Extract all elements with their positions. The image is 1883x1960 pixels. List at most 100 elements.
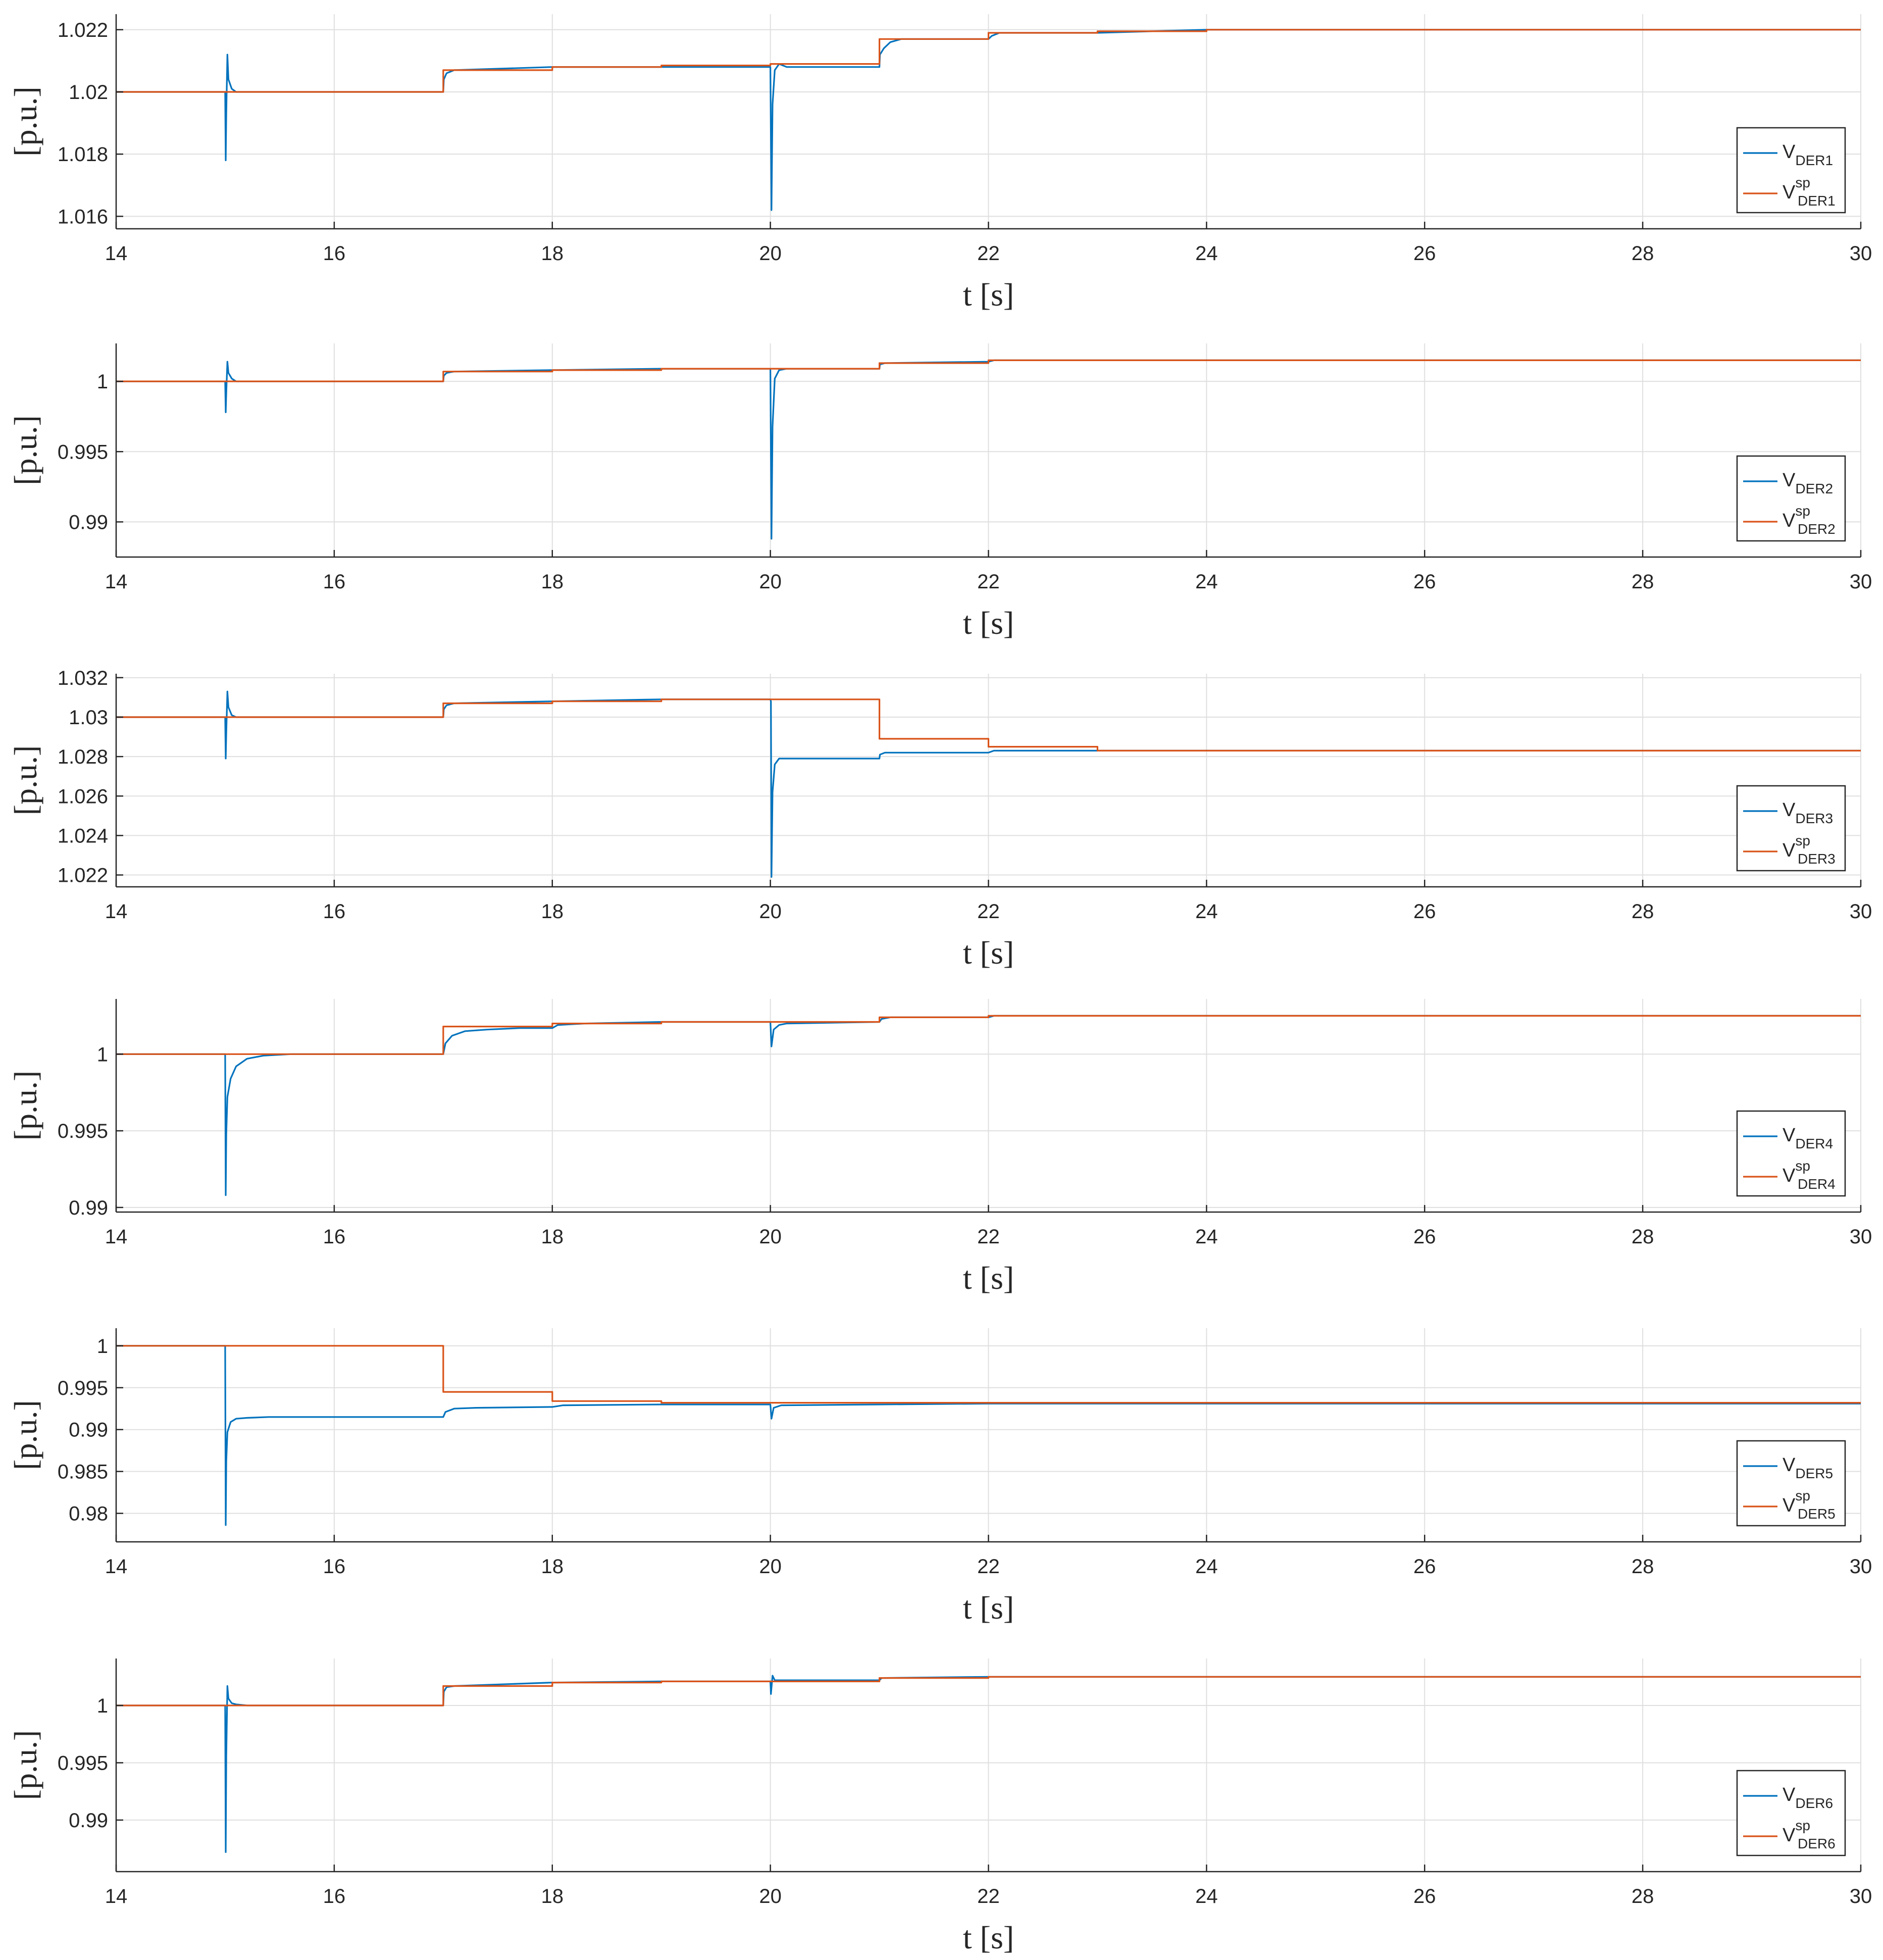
legend-label: VDER1 [1783, 141, 1833, 168]
y-tick-label: 0.99 [69, 1810, 108, 1832]
legend: VDER5 Vsp DER5 [1736, 1440, 1846, 1527]
legend-label-subscript: DER6 [1798, 1836, 1836, 1851]
legend-label-base: V [1783, 799, 1796, 821]
x-axis-title: t [s] [963, 277, 1014, 313]
x-tick-label: 16 [323, 571, 346, 593]
x-tick-label: 28 [1632, 900, 1654, 923]
x-tick-label: 18 [541, 571, 564, 593]
grid [116, 14, 1861, 229]
series-line-setpoint [116, 29, 1861, 93]
legend-label-base: V [1783, 510, 1796, 531]
y-tick-label: 0.99 [69, 511, 108, 533]
x-tick-label: 14 [105, 1226, 128, 1248]
legend-label-base: V [1783, 1825, 1796, 1846]
legend-label-superscript: sp [1795, 1488, 1810, 1503]
x-tick-label: 24 [1195, 900, 1218, 923]
x-tick-label: 18 [541, 1555, 564, 1578]
x-tick-label: 20 [759, 1885, 782, 1907]
x-tick-label: 20 [759, 571, 782, 593]
chart-panel-6: 14 16 18 20 22 24 26 28 30 0.99 0.995 1 t [s] [p.u.] V… [8, 1659, 1872, 1955]
x-tick-label: 28 [1632, 1226, 1654, 1248]
x-axis-title: t [s] [963, 1590, 1014, 1626]
y-tick-label: 1 [97, 371, 108, 393]
legend-label: Vsp DER1 [1783, 175, 1836, 209]
x-tick-label: 20 [759, 900, 782, 923]
y-tick-label: 0.995 [58, 1120, 108, 1142]
y-axis-title: [p.u.] [8, 415, 43, 485]
x-tick-label: 26 [1413, 571, 1436, 593]
legend-label: VDER5 [1783, 1454, 1833, 1481]
x-tick-label: 24 [1195, 571, 1218, 593]
legend-label-subscript: DER2 [1795, 481, 1833, 496]
x-tick-label: 20 [759, 1555, 782, 1578]
legend-label-subscript: DER3 [1798, 851, 1836, 867]
x-tick-label: 22 [977, 1226, 1000, 1248]
x-axis-title: t [s] [963, 935, 1014, 971]
y-tick-label: 0.99 [69, 1197, 108, 1219]
x-tick-label: 26 [1413, 1555, 1436, 1578]
legend-label-base: V [1783, 1784, 1796, 1805]
legend-label-subscript: DER5 [1795, 1466, 1833, 1481]
x-tick-label: 14 [105, 1885, 128, 1907]
x-tick-label: 30 [1850, 1226, 1872, 1248]
chart-panel-1: 14 16 18 20 22 24 26 28 30 1.016 1.018 1.02 1.022 t [… [8, 14, 1872, 313]
x-tick-label: 28 [1632, 571, 1654, 593]
x-tick-label: 16 [323, 1555, 346, 1578]
y-tick-label: 1.024 [58, 825, 108, 847]
series-line-setpoint [116, 1676, 1861, 1706]
legend-label: VDER2 [1783, 470, 1833, 496]
x-tick-label: 16 [323, 1226, 346, 1248]
y-tick-label: 1.016 [58, 206, 108, 228]
legend-label: Vsp DER6 [1783, 1818, 1836, 1851]
x-tick-label: 30 [1850, 1555, 1872, 1578]
legend-label-subscript: DER3 [1795, 811, 1833, 826]
x-tick-label: 20 [759, 1226, 782, 1248]
x-tick-label: 16 [323, 1885, 346, 1907]
y-tick-label: 1.02 [69, 81, 108, 104]
legend-label-subscript: DER1 [1795, 153, 1833, 168]
legend-label: Vsp DER4 [1783, 1158, 1836, 1192]
x-tick-label: 22 [977, 1885, 1000, 1907]
legend-label-subscript: DER1 [1798, 193, 1836, 209]
x-tick-label: 26 [1413, 1226, 1436, 1248]
y-tick-label: 0.99 [69, 1419, 108, 1441]
x-tick-label: 14 [105, 900, 128, 923]
x-axis-title: t [s] [963, 605, 1014, 641]
series-line-measured [116, 1345, 1861, 1526]
legend-label-superscript: sp [1795, 503, 1810, 519]
x-tick-label: 22 [977, 571, 1000, 593]
y-tick-label: 0.995 [58, 1377, 108, 1399]
legend-label-base: V [1783, 840, 1796, 861]
legend-label-base: V [1783, 470, 1796, 491]
y-tick-label: 0.98 [69, 1503, 108, 1525]
y-tick-label: 1.028 [58, 746, 108, 768]
x-axis-title: t [s] [963, 1260, 1014, 1296]
series-line-setpoint [116, 1015, 1861, 1055]
x-tick-label: 18 [541, 1226, 564, 1248]
legend-label: Vsp DER3 [1783, 833, 1836, 867]
legend-label-superscript: sp [1795, 175, 1810, 190]
legend-label-base: V [1783, 1165, 1796, 1186]
x-tick-label: 30 [1850, 900, 1872, 923]
y-tick-label: 1.026 [58, 785, 108, 808]
y-tick-label: 1 [97, 1695, 108, 1717]
x-tick-label: 22 [977, 1555, 1000, 1578]
y-tick-label: 1.03 [69, 707, 108, 729]
legend-label-superscript: sp [1795, 1158, 1810, 1174]
series-line-setpoint [116, 1345, 1861, 1404]
chart-panel-3: 14 16 18 20 22 24 26 28 30 1.022 1.024 1.026 1.028 1.… [8, 667, 1872, 971]
y-tick-label: 0.995 [58, 1752, 108, 1774]
x-tick-label: 30 [1850, 242, 1872, 265]
x-tick-label: 24 [1195, 1885, 1218, 1907]
legend-label: Vsp DER5 [1783, 1488, 1836, 1522]
x-tick-label: 24 [1195, 1555, 1218, 1578]
chart-panel-4: 14 16 18 20 22 24 26 28 30 0.99 0.995 1 t [s] [p.u.] V… [8, 999, 1872, 1296]
x-tick-label: 28 [1632, 242, 1654, 265]
legend-label-subscript: DER4 [1795, 1136, 1833, 1151]
x-tick-label: 14 [105, 571, 128, 593]
legend-label: Vsp DER2 [1783, 503, 1836, 537]
legend-label-base: V [1783, 182, 1796, 203]
x-tick-label: 24 [1195, 242, 1218, 265]
